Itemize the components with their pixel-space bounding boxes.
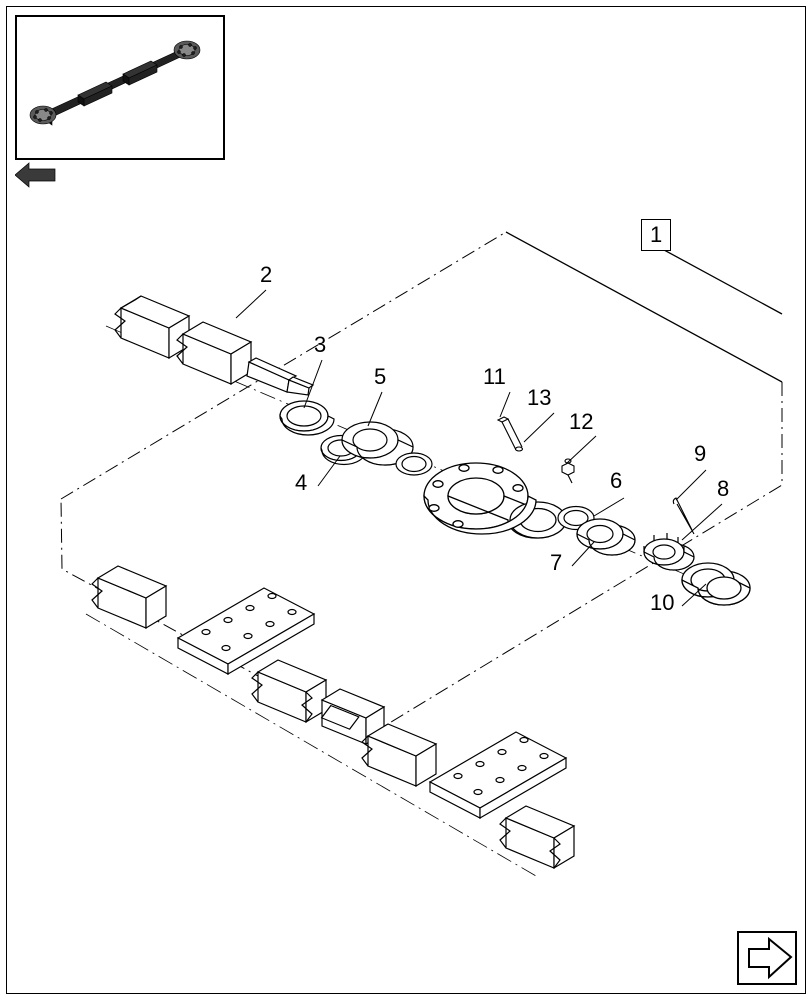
callout-2: 2 bbox=[260, 262, 272, 288]
callout-9: 9 bbox=[694, 441, 706, 467]
callout-13: 13 bbox=[527, 385, 551, 411]
callout-6: 6 bbox=[610, 468, 622, 494]
callout-3: 3 bbox=[314, 332, 326, 358]
next-page-icon bbox=[737, 931, 797, 985]
callout-1: 1 bbox=[641, 219, 671, 251]
callout-10: 10 bbox=[650, 590, 674, 616]
callout-7: 7 bbox=[550, 550, 562, 576]
callout-5: 5 bbox=[374, 364, 386, 390]
callout-4: 4 bbox=[295, 470, 307, 496]
callout-8: 8 bbox=[717, 476, 729, 502]
callout-12: 12 bbox=[569, 409, 593, 435]
callout-11: 11 bbox=[483, 364, 506, 390]
exploded-diagram bbox=[6, 6, 806, 994]
